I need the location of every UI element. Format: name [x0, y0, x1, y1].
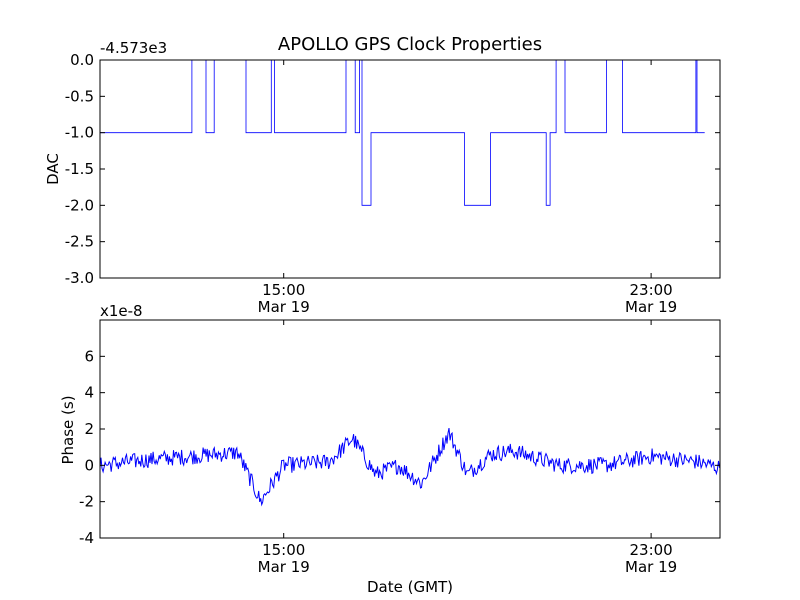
- phase-xtick-date: Mar 19: [625, 558, 677, 576]
- phase-series: [99, 428, 720, 507]
- phase-offset-label: x1e-8: [100, 302, 143, 320]
- dac-xtick-date: Mar 19: [625, 298, 677, 316]
- dac-xtick-time: 15:00: [262, 281, 305, 299]
- dac-series-line: [100, 59, 705, 206]
- dac-ytick-label: -3.0: [65, 269, 94, 287]
- x-axis-label: Date (GMT): [367, 578, 453, 596]
- chart-title: APOLLO GPS Clock Properties: [278, 34, 542, 55]
- phase-y-axis: -4 -2 0 2 4 6: [79, 347, 720, 547]
- dac-ytick-label: 0.0: [70, 51, 94, 69]
- phase-ytick-label: -2: [79, 493, 94, 511]
- dac-xtick-date: Mar 19: [258, 298, 310, 316]
- dac-xtick-time: 23:00: [629, 281, 672, 299]
- phase-xtick-time: 23:00: [629, 541, 672, 559]
- dac-offset-label: -4.573e3: [100, 39, 167, 57]
- phase-ytick-label: 4: [84, 384, 94, 402]
- phase-series-line: [99, 428, 720, 507]
- phase-xtick-time: 15:00: [262, 541, 305, 559]
- dac-ylabel: DAC: [44, 153, 62, 185]
- dac-ytick-label: -1.5: [65, 160, 94, 178]
- phase-ytick-label: -4: [79, 529, 94, 547]
- dac-series: [100, 59, 705, 206]
- dac-ytick-label: -2.0: [65, 196, 94, 214]
- dac-ytick-label: -1.0: [65, 124, 94, 142]
- phase-ylabel: Phase (s): [59, 395, 77, 464]
- phase-xtick-date: Mar 19: [258, 558, 310, 576]
- dac-y-axis: 0.0 -0.5 -1.0 -1.5 -2.0 -2.5 -3.0: [65, 51, 720, 287]
- phase-ytick-label: 0: [84, 456, 94, 474]
- dac-ytick-label: -0.5: [65, 87, 94, 105]
- phase-ytick-label: 6: [84, 347, 94, 365]
- dac-plot-background: [100, 60, 720, 278]
- phase-ytick-label: 2: [84, 420, 94, 438]
- dac-ytick-label: -2.5: [65, 233, 94, 251]
- phase-plot-background: [100, 320, 720, 538]
